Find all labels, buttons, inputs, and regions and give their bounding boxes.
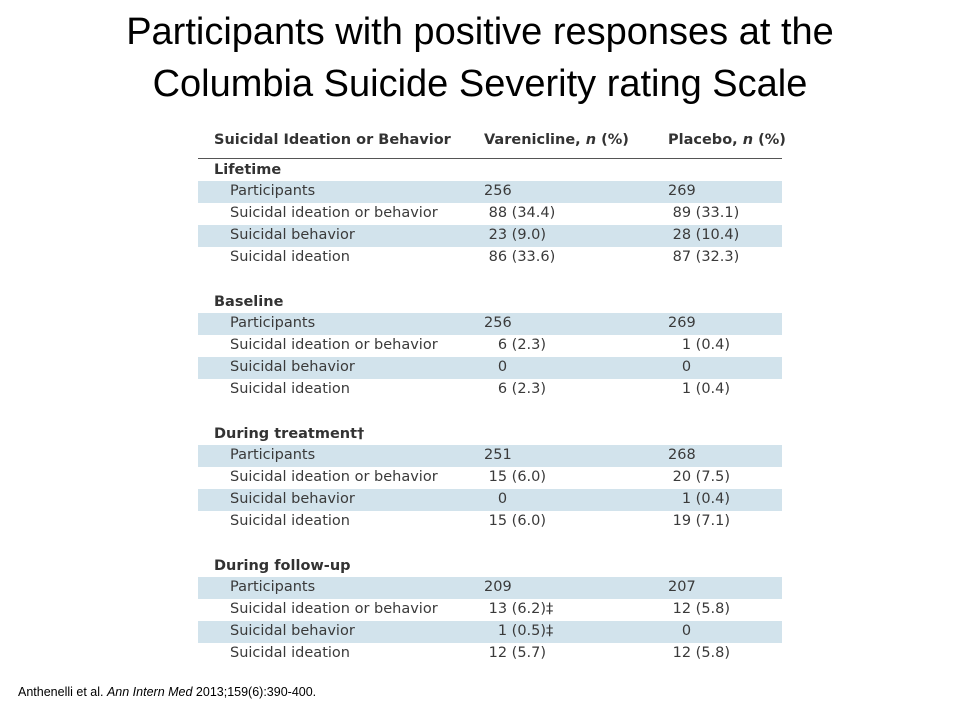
row-label: Suicidal ideation xyxy=(230,249,350,265)
header-placebo-n: n xyxy=(742,132,754,148)
cell-placebo: 268 xyxy=(668,447,696,463)
cell-varenicline: 12 (5.7) xyxy=(484,645,547,661)
cell-placebo: 269 xyxy=(668,183,696,199)
citation-journal: Ann Intern Med xyxy=(106,685,193,699)
cell-varenicline: 6 (2.3) xyxy=(484,337,547,353)
section-heading: During follow-up xyxy=(198,555,782,577)
table-row: Suicidal ideation or behavior 88 (34.4) … xyxy=(198,203,782,225)
cell-varenicline: 256 xyxy=(484,315,512,331)
row-label: Suicidal behavior xyxy=(230,623,355,639)
cell-varenicline: 209 xyxy=(484,579,512,595)
section-heading-label: Lifetime xyxy=(214,162,282,178)
section-heading-label: During follow-up xyxy=(214,558,351,574)
cell-varenicline: 6 (2.3) xyxy=(484,381,547,397)
section-spacer xyxy=(198,269,782,291)
cell-varenicline: 15 (6.0) xyxy=(484,513,547,529)
citation-details: 2013;159(6):390-400. xyxy=(195,685,317,699)
row-label: Participants xyxy=(230,447,316,463)
cell-varenicline: 88 (34.4) xyxy=(484,205,556,221)
header-varenicline-n: n xyxy=(585,132,597,148)
cell-placebo: 1 (0.4) xyxy=(668,381,731,397)
table-row: Suicidal ideation or behavior 15 (6.0) 2… xyxy=(198,467,782,489)
cell-varenicline: 86 (33.6) xyxy=(484,249,556,265)
row-label: Suicidal ideation or behavior xyxy=(230,469,438,485)
cell-varenicline: 0 xyxy=(484,359,508,375)
citation-authors: Anthenelli et al. xyxy=(18,685,104,699)
cell-placebo: 19 (7.1) xyxy=(668,513,731,529)
cell-varenicline: 1 (0.5)‡ xyxy=(484,623,554,639)
row-label: Suicidal ideation or behavior xyxy=(230,601,438,617)
cell-placebo: 12 (5.8) xyxy=(668,645,731,661)
cell-placebo: 87 (32.3) xyxy=(668,249,740,265)
row-label: Suicidal behavior xyxy=(230,227,355,243)
section-heading: Lifetime xyxy=(198,159,782,181)
header-varenicline: Varenicline, n (%) xyxy=(484,132,629,148)
slide-title-line-1: Participants with positive responses at … xyxy=(126,11,834,53)
table-row: Suicidal ideation or behavior 13 (6.2)‡ … xyxy=(198,599,782,621)
row-label: Suicidal behavior xyxy=(230,491,355,507)
row-label: Participants xyxy=(230,315,316,331)
row-label: Suicidal behavior xyxy=(230,359,355,375)
table-row: Suicidal ideation 12 (5.7) 12 (5.8) xyxy=(198,643,782,665)
cell-placebo: 0 xyxy=(668,359,692,375)
header-placebo-unit: (%) xyxy=(758,132,786,148)
cell-placebo: 1 (0.4) xyxy=(668,491,731,507)
cell-placebo: 20 (7.5) xyxy=(668,469,731,485)
header-placebo: Placebo, n (%) xyxy=(668,132,786,148)
cell-varenicline: 23 (9.0) xyxy=(484,227,547,243)
cell-varenicline: 15 (6.0) xyxy=(484,469,547,485)
section-heading: Baseline xyxy=(198,291,782,313)
cell-placebo: 28 (10.4) xyxy=(668,227,740,243)
cell-varenicline: 251 xyxy=(484,447,512,463)
section-heading-label: During treatment† xyxy=(214,426,365,442)
row-label: Suicidal ideation xyxy=(230,513,350,529)
header-varenicline-label: Varenicline, xyxy=(484,132,581,148)
table-header-row: Suicidal Ideation or Behavior Vareniclin… xyxy=(198,128,786,159)
cell-varenicline: 0 xyxy=(484,491,508,507)
table-row: Suicidal behavior 0 1 (0.4) xyxy=(198,489,782,511)
cell-placebo: 207 xyxy=(668,579,696,595)
citation: Anthenelli et al. Ann Intern Med 2013;15… xyxy=(18,685,316,699)
table-body: Lifetime Participants 256 269 Suicidal ideat… xyxy=(198,159,782,665)
row-label: Participants xyxy=(230,183,316,199)
row-label: Participants xyxy=(230,579,316,595)
table-row: Suicidal behavior 23 (9.0) 28 (10.4) xyxy=(198,225,782,247)
cell-varenicline: 13 (6.2)‡ xyxy=(484,601,554,617)
row-label: Suicidal ideation xyxy=(230,381,350,397)
section-heading-label: Baseline xyxy=(214,294,284,310)
section-spacer xyxy=(198,401,782,423)
slide-title: Participants with positive responses at … xyxy=(0,6,960,110)
header-placebo-label: Placebo, xyxy=(668,132,738,148)
results-table: Suicidal Ideation or Behavior Vareniclin… xyxy=(198,128,786,665)
cell-placebo: 12 (5.8) xyxy=(668,601,731,617)
row-label: Suicidal ideation or behavior xyxy=(230,205,438,221)
row-label: Suicidal ideation or behavior xyxy=(230,337,438,353)
table-row: Participants 256 269 xyxy=(198,313,782,335)
table-row: Participants 209 207 xyxy=(198,577,782,599)
row-label: Suicidal ideation xyxy=(230,645,350,661)
table-row: Suicidal ideation 6 (2.3) 1 (0.4) xyxy=(198,379,782,401)
table-row: Participants 251 268 xyxy=(198,445,782,467)
section-spacer xyxy=(198,533,782,555)
slide-title-line-2: Columbia Suicide Severity rating Scale xyxy=(152,63,808,105)
cell-placebo: 89 (33.1) xyxy=(668,205,740,221)
table-row: Suicidal behavior 0 0 xyxy=(198,357,782,379)
cell-varenicline: 256 xyxy=(484,183,512,199)
header-category: Suicidal Ideation or Behavior xyxy=(214,132,451,148)
cell-placebo: 0 xyxy=(668,623,692,639)
table-row: Participants 256 269 xyxy=(198,181,782,203)
table-row: Suicidal ideation or behavior 6 (2.3) 1 … xyxy=(198,335,782,357)
table-row: Suicidal ideation 15 (6.0) 19 (7.1) xyxy=(198,511,782,533)
table-row: Suicidal behavior 1 (0.5)‡ 0 xyxy=(198,621,782,643)
header-varenicline-unit: (%) xyxy=(601,132,629,148)
cell-placebo: 269 xyxy=(668,315,696,331)
section-heading: During treatment† xyxy=(198,423,782,445)
table-row: Suicidal ideation 86 (33.6) 87 (32.3) xyxy=(198,247,782,269)
cell-placebo: 1 (0.4) xyxy=(668,337,731,353)
